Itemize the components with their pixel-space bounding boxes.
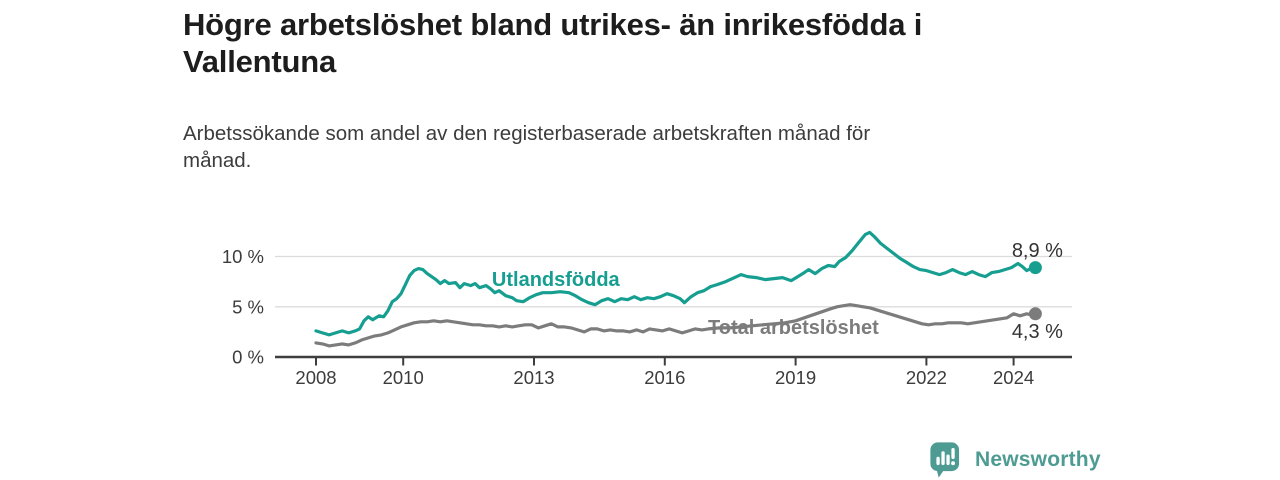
newsworthy-logo: Newsworthy <box>929 441 1101 479</box>
y-tick-label: 10 % <box>222 246 264 267</box>
page-title: Högre arbetslöshet bland utrikes- än inr… <box>183 7 923 79</box>
x-tick-label: 2010 <box>383 367 424 388</box>
x-tick-label: 2022 <box>906 367 947 388</box>
y-tick-label: 0 % <box>232 347 264 368</box>
series-label-utlandsfodda: Utlandsfödda <box>492 269 621 291</box>
newsworthy-logo-icon <box>930 442 960 478</box>
series-line-utlandsfodda <box>314 230 1038 337</box>
x-tick-label: 2008 <box>295 367 336 388</box>
end-value-label-total: 4,3 % <box>1012 321 1063 343</box>
x-tick-label: 2019 <box>775 367 816 388</box>
x-tick-label: 2016 <box>644 367 685 388</box>
series-end-dot-utlandsfodda <box>1028 261 1042 275</box>
end-value-label-utlandsfodda: 8,9 % <box>1012 240 1063 262</box>
series-end-dot-total <box>1028 307 1042 321</box>
y-tick-label: 5 % <box>232 296 264 317</box>
x-tick-label: 2024 <box>993 367 1034 388</box>
x-tick-label: 2013 <box>513 367 554 388</box>
page-subtitle: Arbetssökande som andel av den registerb… <box>183 122 871 172</box>
series-label-total: Total arbetslöshet <box>708 317 879 339</box>
series-line-total <box>314 303 1038 348</box>
newsworthy-brand-name: Newsworthy <box>975 448 1101 471</box>
